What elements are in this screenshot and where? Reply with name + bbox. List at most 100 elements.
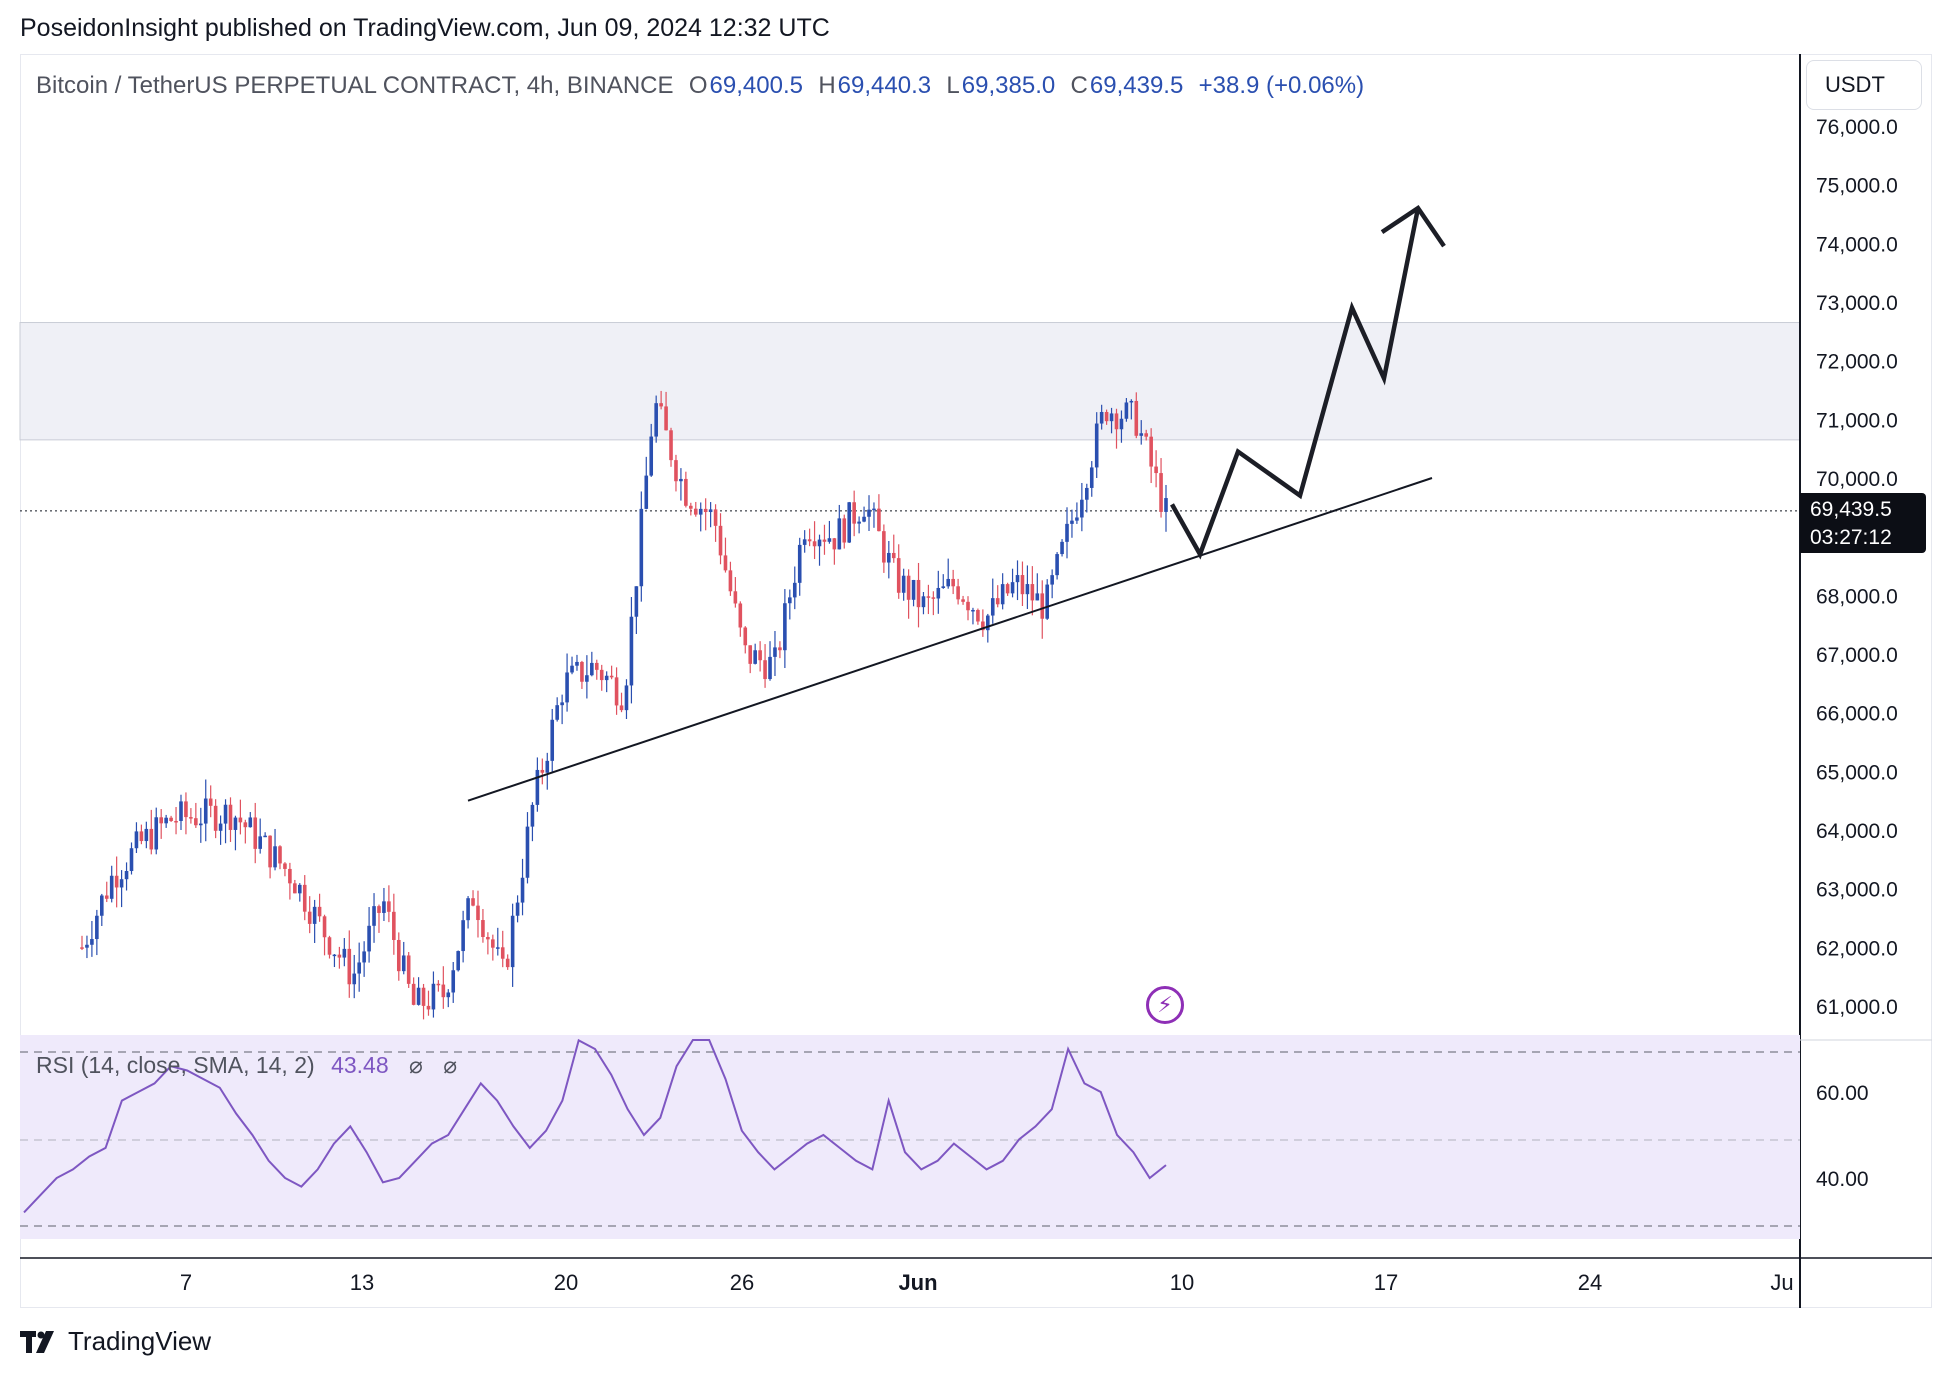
candle-body: [164, 817, 168, 824]
candle-body: [674, 460, 678, 482]
candle-body: [466, 898, 470, 921]
candle-body: [461, 920, 465, 952]
flash-icon[interactable]: ⚡: [1146, 986, 1184, 1024]
candle-body: [1050, 575, 1054, 585]
candle-body: [659, 403, 663, 407]
candle-body: [976, 609, 980, 622]
candle-body: [926, 596, 931, 598]
candle-body: [327, 937, 332, 955]
price-tick-label: 68,000.0: [1816, 585, 1898, 608]
rsi-band: [20, 1035, 1800, 1239]
rsi-tick-label: 60.00: [1816, 1082, 1869, 1105]
candle-body: [500, 947, 505, 959]
candle-body: [891, 552, 896, 559]
candle-body: [995, 598, 1000, 605]
candle-body: [233, 817, 238, 830]
currency-selector[interactable]: USDT: [1806, 60, 1922, 110]
candle-body: [263, 835, 267, 838]
candle-body: [248, 817, 253, 828]
candle-body: [90, 939, 94, 945]
symbol-title[interactable]: Bitcoin / TetherUS PERPETUAL CONTRACT, 4…: [36, 72, 674, 99]
candle-body: [882, 531, 886, 563]
rsi-legend: RSI (14, close, SMA, 14, 2) 43.48 ⌀ ⌀: [36, 1052, 457, 1079]
candle-body: [411, 983, 416, 1005]
price-tick-label: 73,000.0: [1816, 292, 1898, 315]
candle-body: [827, 538, 832, 542]
price-tick-label: 63,000.0: [1816, 879, 1898, 902]
candle-body: [1114, 413, 1119, 430]
candle-body: [664, 406, 668, 431]
candle-body: [560, 702, 564, 706]
candle-body: [565, 672, 569, 703]
candle-body: [1144, 433, 1149, 437]
candle-body: [1065, 523, 1069, 542]
candle-body: [783, 603, 787, 651]
price-tick-label: 72,000.0: [1816, 351, 1898, 374]
close-value: 69,439.5: [1089, 72, 1184, 99]
candle-body: [847, 502, 852, 543]
candle-body: [862, 516, 866, 522]
candle-body: [1060, 541, 1064, 555]
candle-body: [1089, 467, 1094, 488]
candle-body: [936, 587, 941, 599]
candle-body: [302, 884, 307, 912]
candle-body: [317, 906, 322, 917]
candle-body: [852, 502, 856, 524]
candle-body: [585, 675, 589, 682]
candle-body: [491, 939, 495, 948]
candle-body: [104, 895, 109, 899]
candle-body: [1015, 575, 1020, 583]
candle-body: [1109, 413, 1114, 422]
candle-body: [525, 826, 530, 878]
candle-body: [679, 478, 683, 482]
candle-body: [238, 817, 243, 823]
candle-body: [218, 823, 223, 831]
candle-body: [733, 591, 738, 604]
candle-body: [486, 936, 490, 940]
candle-body: [451, 970, 456, 993]
candle-body: [114, 875, 119, 888]
bar-countdown: 03:27:12: [1810, 526, 1892, 549]
ohlc-legend: Bitcoin / TetherUS PERPETUAL CONTRACT, 4…: [36, 72, 1366, 100]
candle-body: [129, 848, 134, 871]
candle-body: [337, 954, 342, 958]
candle-body: [471, 898, 475, 906]
candle-body: [169, 817, 173, 821]
candle-body: [758, 650, 762, 661]
candle-body: [288, 868, 292, 884]
candle-body: [535, 769, 540, 805]
candle-body: [307, 911, 312, 924]
tradingview-logo-icon: [20, 1330, 54, 1353]
candle-body: [159, 817, 163, 824]
candle-body: [1094, 423, 1099, 468]
visibility-icon[interactable]: ⌀: [409, 1052, 423, 1078]
candle-body: [713, 509, 718, 526]
candle-body: [441, 984, 446, 998]
candle-body: [792, 582, 797, 598]
candle-body: [728, 570, 733, 592]
candle-body: [431, 983, 436, 1010]
candle-body: [594, 662, 599, 670]
low-value: 69,385.0: [961, 72, 1056, 99]
time-tick-label: 20: [554, 1270, 578, 1295]
candle-body: [669, 430, 673, 461]
candle-body: [604, 675, 609, 681]
candle-body: [837, 518, 842, 550]
candle-body: [619, 705, 624, 711]
candle-body: [520, 877, 525, 903]
rsi-label[interactable]: RSI (14, close, SMA, 14, 2): [36, 1052, 315, 1078]
candle-body: [416, 987, 421, 1005]
open-label: O: [688, 72, 708, 99]
candle-body: [763, 660, 767, 680]
last-price-value: 69,439.5: [1810, 498, 1892, 521]
candle-body: [456, 951, 460, 971]
candle-body: [1005, 584, 1010, 594]
candle-body: [194, 818, 198, 826]
candle-body: [842, 518, 847, 543]
candle-body: [1080, 499, 1084, 518]
candle-body: [698, 508, 703, 515]
projection-arrowhead: [1380, 205, 1446, 248]
visibility-icon-2[interactable]: ⌀: [443, 1052, 458, 1078]
candle-body: [1164, 498, 1168, 512]
